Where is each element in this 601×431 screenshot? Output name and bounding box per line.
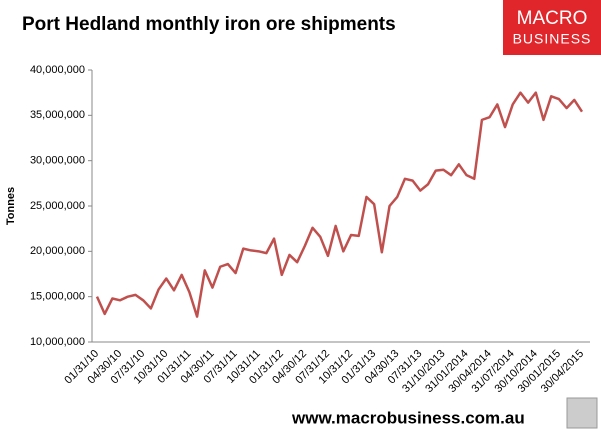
y-tick-label: 30,000,000 [30,155,85,167]
logo-text: BUSINESS [513,31,592,47]
y-tick-label: 40,000,000 [30,64,85,76]
logo-text: MACRO [517,8,588,29]
y-tick-label: 35,000,000 [30,109,85,121]
logo-icon [566,397,598,429]
y-axis-label: Tonnes [5,187,17,225]
footer-url: www.macrobusiness.com.au [291,408,525,427]
y-tick-label: 20,000,000 [30,245,85,257]
y-tick-label: 15,000,000 [30,291,85,303]
data-line [95,91,584,318]
chart-title: Port Hedland monthly iron ore shipments [22,14,396,35]
logo-box [503,0,601,55]
y-tick-label: 25,000,000 [30,200,85,212]
y-tick-label: 10,000,000 [30,336,85,348]
